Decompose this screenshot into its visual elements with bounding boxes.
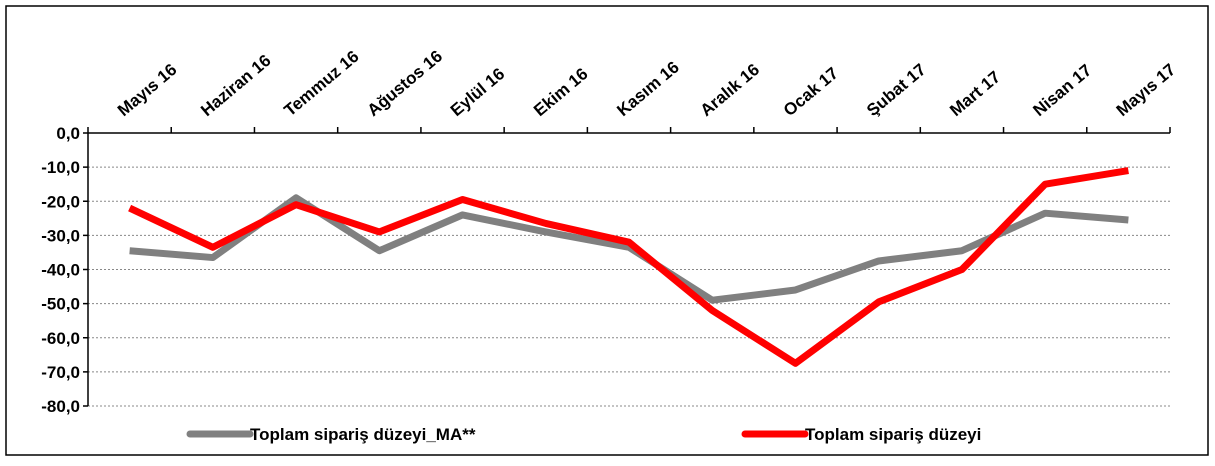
chart-border (5, 5, 1209, 456)
legend-label: Toplam sipariş düzeyi_MA** (250, 425, 476, 444)
legend-label: Toplam sipariş düzeyi (805, 425, 981, 444)
y-tick-label: -40,0 (41, 261, 80, 280)
y-tick-label: -30,0 (41, 226, 80, 245)
y-tick-label: -10,0 (41, 158, 80, 177)
series-line (128, 167, 1129, 367)
y-tick-label: 0,0 (56, 124, 80, 143)
y-tick-label: -20,0 (41, 192, 80, 211)
y-tick-label: -50,0 (41, 295, 80, 314)
y-tick-label: -80,0 (41, 397, 80, 416)
y-tick-label: -70,0 (41, 363, 80, 382)
y-tick-label: -60,0 (41, 329, 80, 348)
series-line (129, 194, 1129, 304)
